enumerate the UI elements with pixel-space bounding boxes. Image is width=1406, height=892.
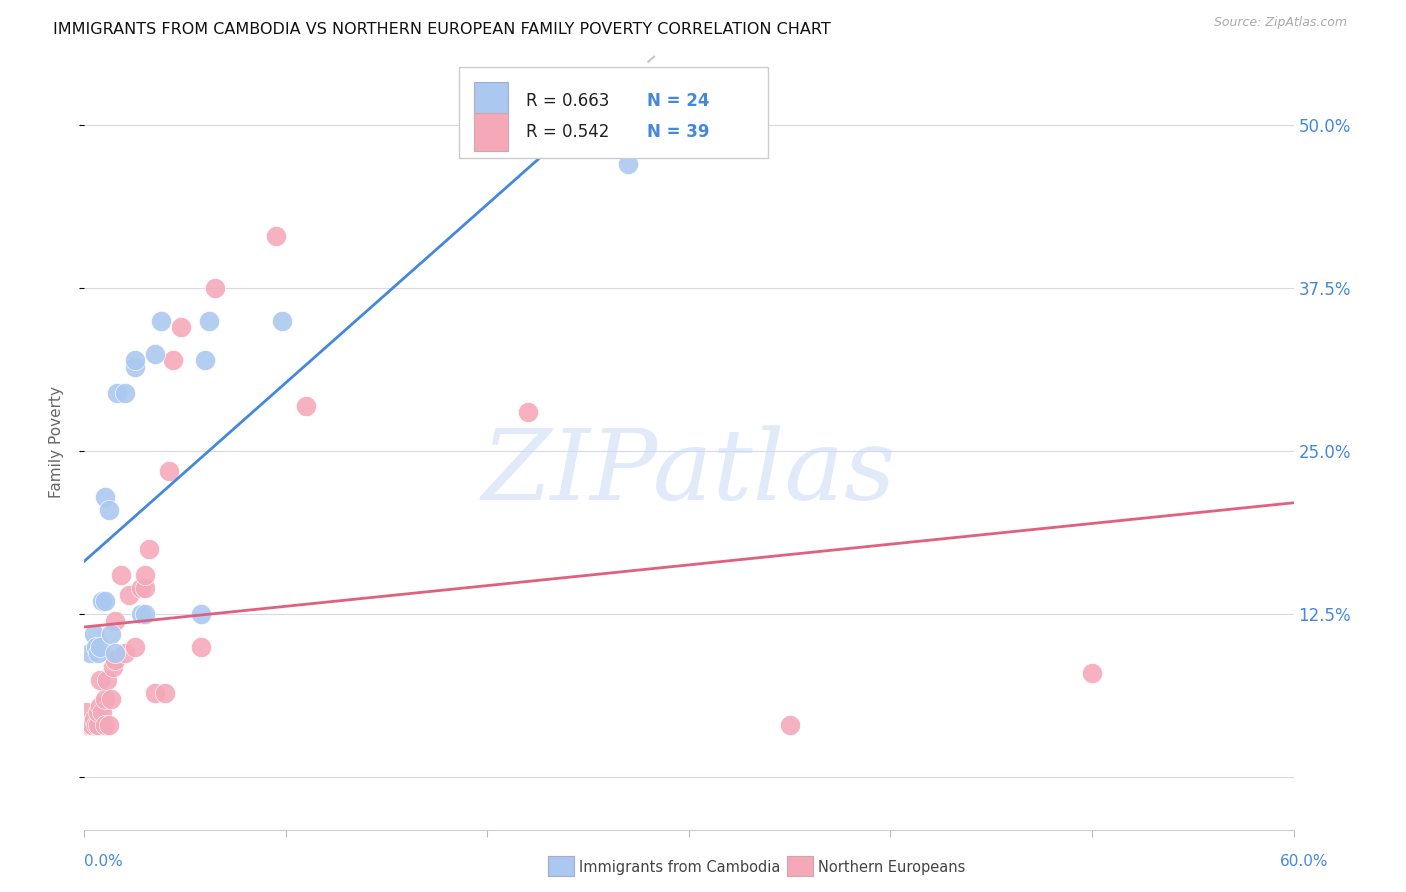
Text: R = 0.663: R = 0.663 [526, 92, 609, 110]
Point [134, 581, 156, 595]
Point [134, 568, 156, 582]
Point [779, 718, 801, 732]
Point [83, 627, 105, 641]
Point [79, 647, 101, 661]
Point [93, 490, 115, 504]
Point [129, 607, 152, 622]
Point [87, 705, 110, 719]
Text: 60.0%: 60.0% [1281, 854, 1329, 869]
Point [114, 647, 136, 661]
Point [83, 712, 105, 726]
Point [100, 692, 122, 706]
Point [516, 405, 538, 419]
Point [104, 653, 127, 667]
Point [89, 673, 111, 687]
Point [143, 346, 166, 360]
Point [93, 594, 115, 608]
Point [198, 314, 221, 328]
Point [270, 314, 292, 328]
FancyBboxPatch shape [460, 67, 768, 158]
Point [93, 718, 115, 732]
Point [134, 607, 156, 622]
FancyBboxPatch shape [474, 113, 508, 151]
Text: IMMIGRANTS FROM CAMBODIA VS NORTHERN EUROPEAN FAMILY POVERTY CORRELATION CHART: IMMIGRANTS FROM CAMBODIA VS NORTHERN EUR… [53, 22, 831, 37]
Point [86, 718, 108, 732]
Point [153, 685, 176, 699]
FancyBboxPatch shape [474, 82, 508, 120]
Point [118, 588, 141, 602]
Point [114, 385, 136, 400]
Point [91, 594, 114, 608]
Point [157, 464, 180, 478]
Point [617, 157, 640, 171]
Point [87, 718, 110, 732]
Point [170, 320, 193, 334]
Point [162, 353, 184, 368]
Point [104, 614, 127, 628]
Point [100, 627, 122, 641]
Point [264, 229, 287, 244]
Point [89, 640, 111, 654]
Point [124, 353, 146, 368]
Y-axis label: Family Poverty: Family Poverty [49, 385, 63, 498]
Point [204, 281, 226, 295]
Point [86, 640, 108, 654]
Point [129, 581, 152, 595]
Point [138, 542, 160, 557]
Point [104, 647, 127, 661]
Text: Source: ZipAtlas.com: Source: ZipAtlas.com [1213, 16, 1347, 29]
Point [75, 705, 97, 719]
Text: N = 39: N = 39 [647, 123, 709, 141]
Point [295, 399, 318, 413]
Text: R = 0.542: R = 0.542 [526, 123, 609, 141]
Point [1081, 666, 1104, 681]
Point [97, 718, 120, 732]
Point [93, 692, 115, 706]
Point [87, 647, 110, 661]
Point [105, 385, 128, 400]
Point [194, 353, 217, 368]
Point [190, 640, 212, 654]
Point [190, 607, 212, 622]
Point [101, 659, 124, 673]
Point [110, 568, 132, 582]
Point [124, 640, 146, 654]
Point [89, 698, 111, 713]
Text: Immigrants from Cambodia: Immigrants from Cambodia [579, 860, 780, 874]
Point [91, 705, 114, 719]
Text: Northern Europeans: Northern Europeans [818, 860, 966, 874]
Point [79, 718, 101, 732]
Point [143, 685, 166, 699]
Point [97, 503, 120, 517]
Point [82, 718, 104, 732]
Text: N = 24: N = 24 [647, 92, 709, 110]
Point [77, 718, 100, 732]
Text: ZIPatlas: ZIPatlas [482, 425, 896, 520]
Point [124, 359, 146, 374]
Text: 0.0%: 0.0% [84, 854, 124, 869]
Point [96, 673, 118, 687]
Point [149, 314, 172, 328]
